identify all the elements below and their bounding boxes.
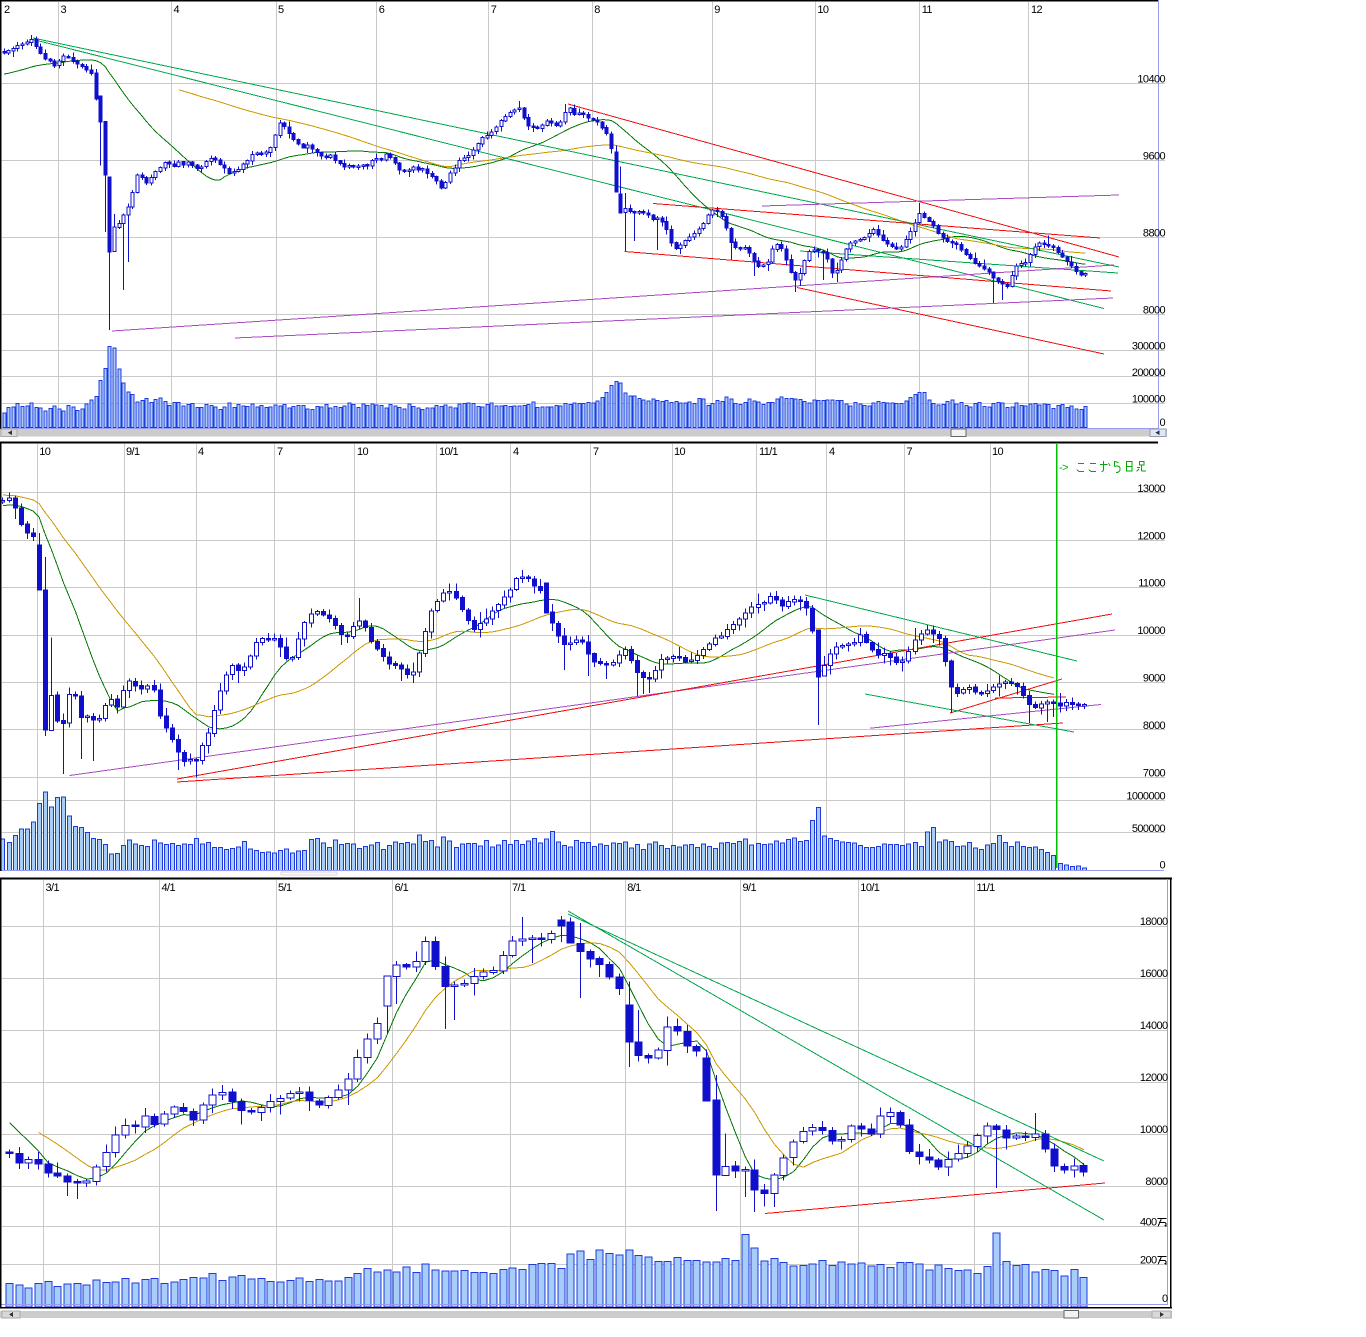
svg-text:10: 10 <box>357 446 369 458</box>
svg-text:10/1: 10/1 <box>860 882 879 894</box>
svg-text:0: 0 <box>1159 860 1165 872</box>
svg-text:11/1: 11/1 <box>977 882 996 894</box>
svg-text:1000000: 1000000 <box>1126 791 1165 803</box>
svg-text:8000: 8000 <box>1143 305 1166 317</box>
svg-text:9600: 9600 <box>1143 151 1166 163</box>
svg-text:3: 3 <box>61 4 67 16</box>
svg-text:100000: 100000 <box>1132 394 1166 406</box>
svg-text:10: 10 <box>992 446 1004 458</box>
svg-text:6: 6 <box>379 4 385 16</box>
svg-text:0: 0 <box>1159 417 1165 429</box>
svg-text:10000: 10000 <box>1137 625 1165 637</box>
svg-text:11/1: 11/1 <box>759 446 778 458</box>
svg-text:10000: 10000 <box>1140 1124 1168 1136</box>
svg-text:18000: 18000 <box>1140 916 1168 928</box>
svg-text:8000: 8000 <box>1145 1176 1168 1188</box>
svg-text:7/1: 7/1 <box>512 882 526 894</box>
svg-text:4/1: 4/1 <box>162 882 176 894</box>
svg-text:10: 10 <box>39 446 51 458</box>
svg-text:8000: 8000 <box>1143 720 1166 732</box>
svg-text:7: 7 <box>907 446 913 458</box>
svg-text:200000: 200000 <box>1132 367 1166 379</box>
svg-text:5: 5 <box>278 4 284 16</box>
svg-text:8800: 8800 <box>1143 228 1166 240</box>
svg-text:8/1: 8/1 <box>627 882 641 894</box>
svg-text:7: 7 <box>593 446 599 458</box>
svg-text:9/1: 9/1 <box>126 446 140 458</box>
svg-text:4: 4 <box>174 4 180 16</box>
svg-text:->: -> <box>1059 462 1068 474</box>
svg-text:4: 4 <box>513 446 519 458</box>
svg-text:10/1: 10/1 <box>439 446 458 458</box>
svg-text:7: 7 <box>491 4 497 16</box>
svg-text:12000: 12000 <box>1137 530 1165 542</box>
svg-text:10: 10 <box>817 4 829 16</box>
svg-text:400: 400 <box>1140 1217 1157 1229</box>
svg-text:9000: 9000 <box>1143 673 1166 685</box>
svg-text:12: 12 <box>1031 4 1043 16</box>
svg-text:13000: 13000 <box>1137 483 1165 495</box>
svg-text:5/1: 5/1 <box>278 882 292 894</box>
svg-text:9/1: 9/1 <box>743 882 757 894</box>
svg-text:10: 10 <box>674 446 686 458</box>
svg-text:4: 4 <box>829 446 835 458</box>
svg-text:3/1: 3/1 <box>46 882 60 894</box>
svg-text:6/1: 6/1 <box>395 882 409 894</box>
svg-text:4: 4 <box>198 446 204 458</box>
svg-text:14000: 14000 <box>1140 1020 1168 1032</box>
svg-text:11000: 11000 <box>1138 578 1165 590</box>
svg-text:11: 11 <box>922 4 933 16</box>
svg-text:12000: 12000 <box>1140 1072 1168 1084</box>
svg-text:7: 7 <box>277 446 283 458</box>
svg-text:2: 2 <box>4 4 10 16</box>
svg-text:0: 0 <box>1162 1293 1168 1305</box>
svg-text:10400: 10400 <box>1137 74 1165 86</box>
svg-text:16000: 16000 <box>1140 968 1168 980</box>
svg-text:500000: 500000 <box>1132 823 1166 835</box>
svg-text:7000: 7000 <box>1143 767 1166 779</box>
svg-text:300000: 300000 <box>1132 341 1166 353</box>
svg-text:9: 9 <box>714 4 720 16</box>
svg-text:200: 200 <box>1140 1255 1157 1267</box>
svg-text:8: 8 <box>594 4 600 16</box>
